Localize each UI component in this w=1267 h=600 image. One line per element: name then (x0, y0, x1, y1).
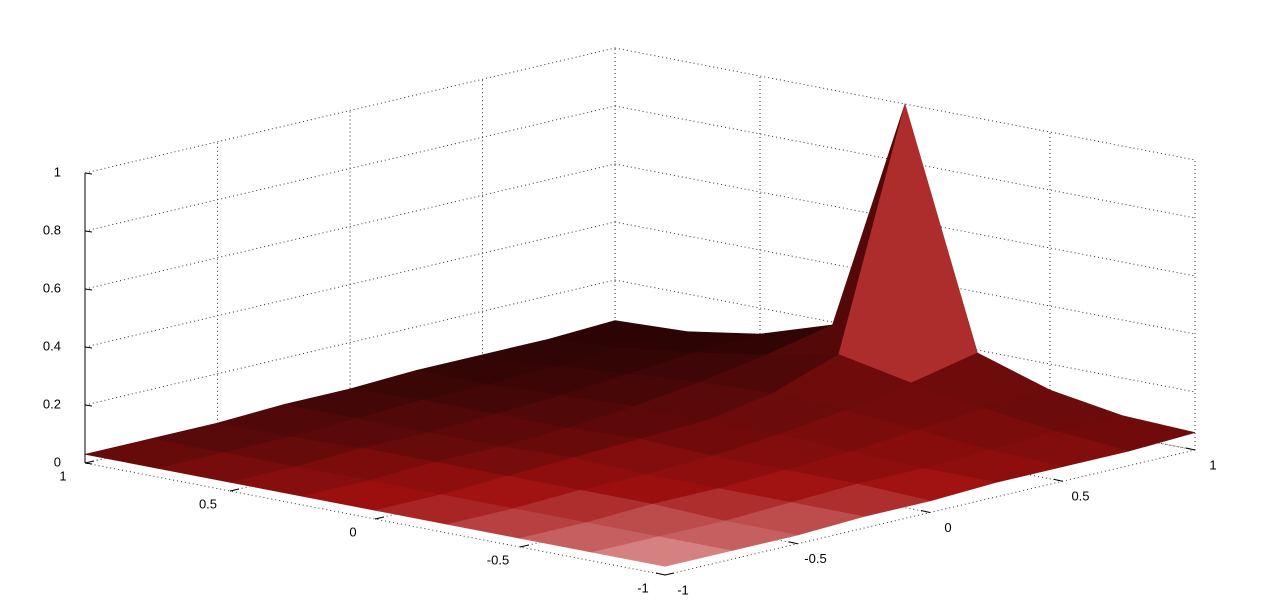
z-tick-label: 0.2 (43, 396, 61, 411)
x-tick-label: -1 (677, 582, 689, 597)
z-tick (84, 230, 93, 233)
z-tick-label: 1 (54, 164, 61, 179)
z-tick-label: 0.8 (43, 222, 61, 237)
y-tick-label: 1 (59, 468, 66, 483)
y-tick-label: 0 (349, 524, 356, 539)
z-tick (84, 346, 93, 349)
grid-line (614, 47, 1196, 161)
z-tick-label: 0.6 (43, 280, 61, 295)
z-tick-label: 0.4 (43, 338, 61, 353)
x-tick (655, 572, 666, 576)
z-tick (84, 288, 93, 291)
y-tick (84, 460, 95, 464)
z-tick-label: 0 (54, 454, 61, 469)
y-tick (374, 516, 385, 520)
surface-patch (592, 536, 732, 567)
grid-line (84, 279, 616, 406)
grid-line (84, 462, 666, 576)
x-tick-label: 0 (944, 520, 951, 535)
x-tick (1185, 447, 1196, 451)
grid-line (614, 221, 1196, 335)
y-tick (519, 544, 530, 548)
z-tick (84, 404, 93, 407)
y-tick (229, 488, 240, 492)
z-tick (84, 172, 93, 175)
y-tick (664, 572, 675, 576)
y-tick-label: -1 (637, 580, 649, 595)
x-tick (788, 541, 798, 545)
x-tick-label: 0.5 (1071, 489, 1089, 504)
y-tick-label: -0.5 (487, 552, 509, 567)
grid-line (84, 47, 616, 174)
x-tick-label: -0.5 (804, 551, 826, 566)
grid-line (614, 105, 1196, 219)
x-tick (920, 510, 931, 513)
grid-line (614, 279, 1196, 393)
grid-line (614, 163, 1196, 277)
y-tick-label: 0.5 (199, 496, 217, 511)
x-tick-label: 1 (1209, 457, 1216, 472)
x-tick (1053, 478, 1063, 482)
grid-line (84, 163, 616, 290)
